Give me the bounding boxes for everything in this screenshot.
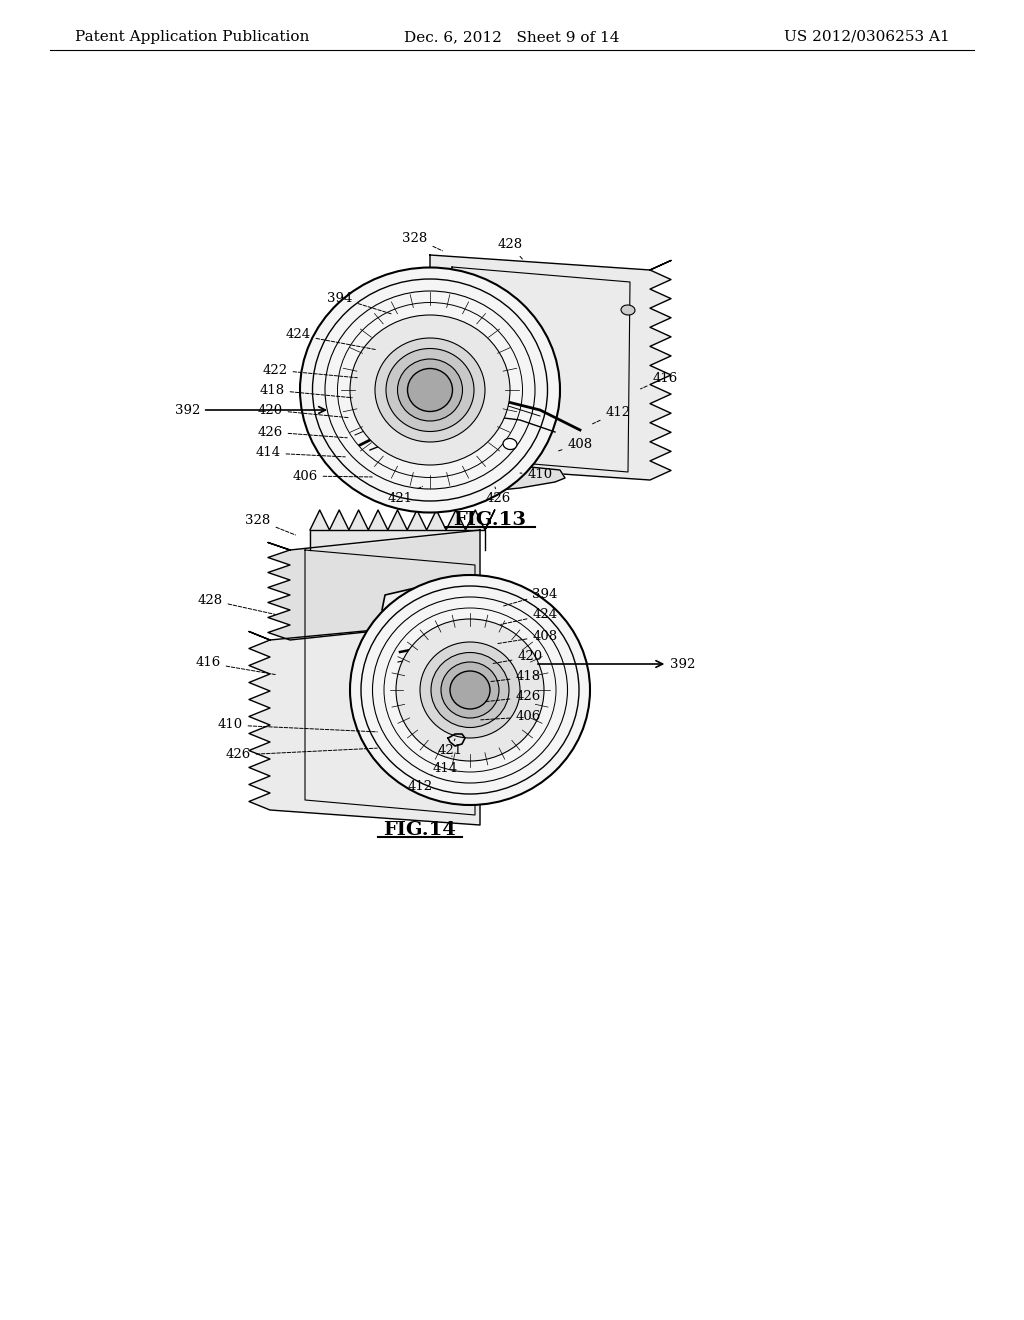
Text: Patent Application Publication: Patent Application Publication xyxy=(75,30,309,44)
Ellipse shape xyxy=(397,359,463,421)
Polygon shape xyxy=(268,531,480,640)
Text: 426: 426 xyxy=(257,425,347,438)
Text: 406: 406 xyxy=(293,470,372,483)
Text: 394: 394 xyxy=(503,587,558,606)
Ellipse shape xyxy=(350,576,590,805)
Text: 414: 414 xyxy=(255,446,345,459)
Text: FIG.13: FIG.13 xyxy=(454,511,526,529)
Polygon shape xyxy=(430,255,671,480)
Text: 424: 424 xyxy=(286,329,375,350)
Text: 328: 328 xyxy=(246,513,295,535)
Text: 421: 421 xyxy=(387,486,423,504)
Polygon shape xyxy=(450,267,630,473)
Text: Dec. 6, 2012   Sheet 9 of 14: Dec. 6, 2012 Sheet 9 of 14 xyxy=(404,30,620,44)
Text: 408: 408 xyxy=(498,630,557,644)
Text: 412: 412 xyxy=(408,775,432,793)
Text: 420: 420 xyxy=(493,651,543,664)
Polygon shape xyxy=(249,620,480,825)
Ellipse shape xyxy=(386,348,474,432)
Polygon shape xyxy=(388,729,515,752)
Text: 426: 426 xyxy=(485,487,511,504)
Text: 394: 394 xyxy=(328,292,392,314)
Ellipse shape xyxy=(441,663,499,718)
Text: 406: 406 xyxy=(481,710,541,723)
Text: 392: 392 xyxy=(538,657,695,671)
Text: 428: 428 xyxy=(498,239,523,260)
Text: 412: 412 xyxy=(593,405,631,424)
Text: 416: 416 xyxy=(196,656,275,675)
Text: 422: 422 xyxy=(262,363,357,378)
Text: 428: 428 xyxy=(198,594,275,614)
Text: 424: 424 xyxy=(501,609,557,624)
Text: 426: 426 xyxy=(225,748,377,762)
Ellipse shape xyxy=(503,438,517,450)
Ellipse shape xyxy=(447,714,463,726)
Text: 418: 418 xyxy=(489,671,541,684)
Text: 420: 420 xyxy=(257,404,349,417)
Ellipse shape xyxy=(375,338,485,442)
Polygon shape xyxy=(382,585,560,652)
Text: 410: 410 xyxy=(217,718,377,731)
Text: 421: 421 xyxy=(437,739,463,756)
Polygon shape xyxy=(305,550,475,814)
Ellipse shape xyxy=(431,652,509,727)
Polygon shape xyxy=(368,465,565,492)
Text: 408: 408 xyxy=(558,437,593,451)
Ellipse shape xyxy=(396,619,544,762)
Text: 416: 416 xyxy=(641,371,678,389)
Text: 410: 410 xyxy=(520,469,553,482)
Ellipse shape xyxy=(450,671,490,709)
Text: US 2012/0306253 A1: US 2012/0306253 A1 xyxy=(784,30,950,44)
Text: FIG.14: FIG.14 xyxy=(384,821,457,840)
Polygon shape xyxy=(310,510,495,550)
Ellipse shape xyxy=(385,374,401,385)
Ellipse shape xyxy=(621,305,635,315)
Text: 418: 418 xyxy=(259,384,352,397)
Ellipse shape xyxy=(350,315,510,465)
Text: 328: 328 xyxy=(402,231,442,251)
Text: 392: 392 xyxy=(175,404,326,417)
Ellipse shape xyxy=(420,642,520,738)
Text: 414: 414 xyxy=(432,756,458,775)
Polygon shape xyxy=(335,319,560,469)
Ellipse shape xyxy=(408,368,453,412)
Ellipse shape xyxy=(300,268,560,512)
Text: 426: 426 xyxy=(484,690,541,704)
